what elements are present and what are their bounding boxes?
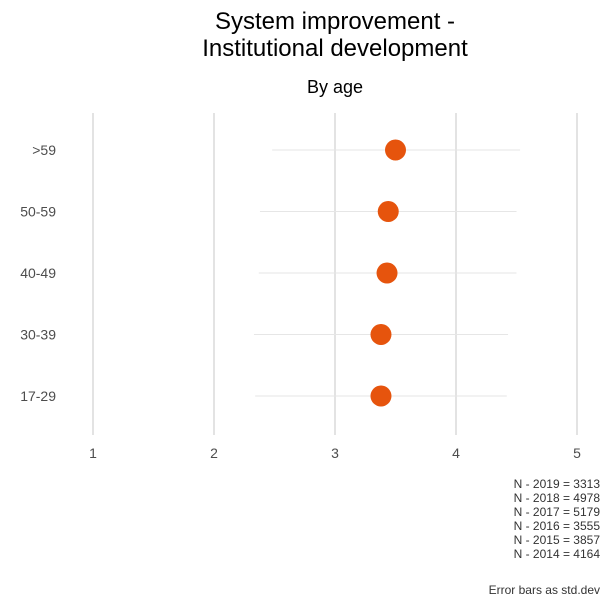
data-point — [376, 262, 398, 284]
x-tick-label: 1 — [89, 445, 97, 461]
sample-size-line: N - 2017 = 5179 — [513, 505, 600, 519]
sample-size-line: N - 2019 = 3313 — [513, 477, 600, 491]
x-tick-label: 2 — [210, 445, 218, 461]
chart-subtitle: By age — [306, 77, 364, 97]
chart-title-line-2: Institutional development — [202, 35, 468, 62]
chart-title: System improvement - Institutional devel… — [0, 8, 604, 62]
data-point — [377, 201, 399, 222]
sample-size-line: N - 2018 = 4978 — [513, 491, 600, 505]
data-point — [370, 385, 392, 407]
data-point — [385, 139, 406, 161]
sample-size-line: N - 2015 = 3857 — [513, 533, 600, 547]
x-tick-label: 4 — [452, 445, 460, 461]
chart-title-line-1: System improvement - — [214, 8, 456, 35]
sample-size-line: N - 2014 = 4164 — [513, 547, 600, 561]
x-tick-label: 3 — [331, 445, 339, 461]
sample-size-line: N - 2016 = 3555 — [513, 519, 600, 533]
dot-plot: 1 2 3 4 5 >59 50-59 40-49 30-39 17-29 — [20, 113, 581, 461]
y-tick-label: 40-49 — [20, 265, 56, 281]
y-tick-label: >59 — [32, 142, 56, 158]
y-tick-label: 50-59 — [20, 204, 56, 220]
data-point — [370, 324, 392, 345]
y-tick-label: 17-29 — [20, 388, 56, 404]
y-tick-label: 30-39 — [20, 327, 56, 343]
error-bar-footnote: Error bars as std.dev — [488, 583, 600, 597]
x-tick-label: 5 — [573, 445, 581, 461]
sample-size-caption: N - 2019 = 3313 N - 2018 = 4978 N - 2017… — [514, 477, 600, 561]
